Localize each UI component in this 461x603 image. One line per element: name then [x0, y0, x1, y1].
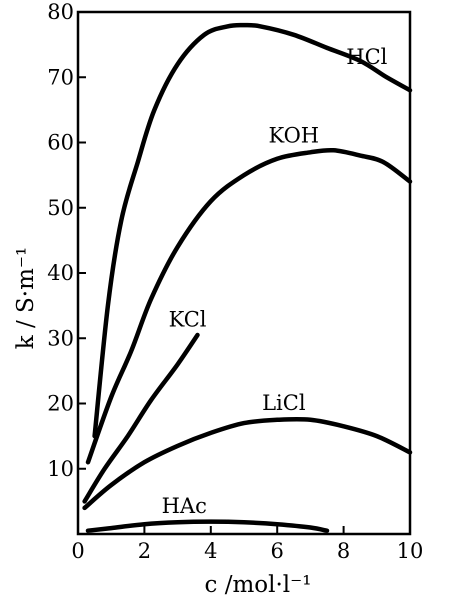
y-tick-label: 70 [47, 65, 74, 89]
y-tick-label: 60 [47, 131, 74, 155]
plot-frame [76, 10, 412, 536]
x-tick-label: 0 [71, 539, 84, 563]
x-tick-label: 6 [271, 539, 284, 563]
series-line-kcl [82, 332, 200, 504]
y-tick-label: 30 [47, 326, 74, 350]
series-label-hac: HAc [162, 494, 207, 518]
series-label-licl: LiCl [262, 391, 306, 415]
y-tick-label: 20 [47, 392, 74, 416]
series-line-licl [82, 416, 413, 511]
y-axis-title: k / S·m⁻¹ [13, 247, 39, 350]
y-tick-label: 80 [47, 0, 74, 24]
series-label-hcl: HCl [346, 45, 387, 69]
x-axis-title: c /mol·l⁻¹ [205, 572, 312, 598]
x-tick-label: 4 [204, 539, 217, 563]
series-line-hcl [92, 22, 413, 439]
series-line-hac [85, 519, 330, 533]
y-tick-label: 40 [47, 261, 74, 285]
y-tick-label: 50 [47, 196, 74, 220]
x-tick-label: 8 [337, 539, 350, 563]
series-label-kcl: KCl [169, 308, 207, 332]
x-tick-label: 2 [138, 539, 151, 563]
series-label-koh: KOH [268, 124, 319, 148]
x-tick-label: 10 [397, 539, 424, 563]
y-tick-label: 10 [47, 457, 74, 481]
series-line-koh [85, 147, 413, 465]
